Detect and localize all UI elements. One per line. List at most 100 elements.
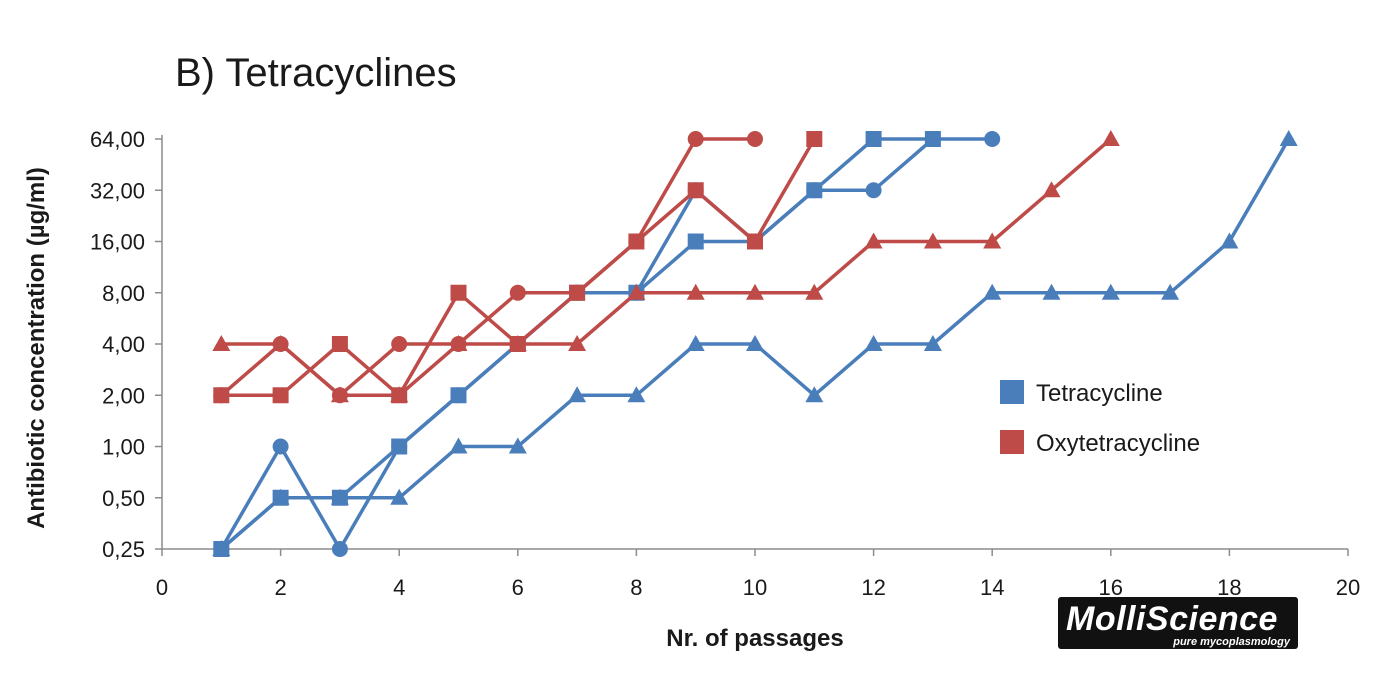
- data-point-square: [628, 233, 645, 250]
- data-point-triangle: [271, 335, 290, 351]
- data-point-square: [747, 233, 763, 250]
- data-point-square: [450, 284, 467, 301]
- data-point-triangle: [271, 488, 290, 505]
- data-point-triangle: [330, 386, 349, 403]
- legend-swatch-oxytetracycline: [1000, 430, 1024, 454]
- x-tick-label: 12: [861, 575, 885, 600]
- data-point-square: [924, 131, 941, 147]
- x-tick-label: 0: [156, 575, 168, 600]
- y-tick-label: 8,00: [102, 281, 145, 306]
- legend-label-oxytetracycline: Oxytetracycline: [1036, 430, 1200, 457]
- data-point-circle: [509, 284, 526, 301]
- data-point-square: [272, 387, 289, 404]
- x-tick-label: 8: [630, 575, 642, 600]
- data-point-triangle: [212, 335, 231, 351]
- data-point-triangle: [1161, 283, 1180, 300]
- data-point-circle: [687, 131, 704, 147]
- data-point-square: [450, 387, 467, 404]
- data-point-square: [391, 438, 408, 455]
- data-point-triangle: [390, 386, 409, 403]
- y-tick-label: 0,50: [102, 486, 145, 511]
- data-point-triangle: [508, 335, 527, 351]
- data-point-triangle: [568, 386, 587, 403]
- x-tick-label: 10: [743, 575, 767, 600]
- data-point-triangle: [1042, 181, 1061, 198]
- data-point-triangle: [449, 335, 468, 351]
- data-point-square: [865, 131, 882, 147]
- chart-title: B) Tetracyclines: [175, 51, 457, 95]
- series-square-4: [213, 131, 823, 404]
- data-point-circle: [984, 131, 1001, 147]
- data-point-triangle: [983, 283, 1002, 300]
- y-tick-label: 16,00: [90, 230, 145, 255]
- x-tick-label: 20: [1336, 575, 1360, 600]
- data-point-triangle: [627, 386, 646, 403]
- data-point-circle: [331, 541, 348, 557]
- data-point-square: [213, 387, 230, 404]
- x-tick-label: 2: [274, 575, 286, 600]
- legend: Tetracycline Oxytetracycline: [1000, 380, 1200, 457]
- series-triangle-5: [212, 130, 1120, 403]
- data-point-triangle: [1042, 283, 1061, 300]
- data-point-triangle: [923, 232, 942, 249]
- legend-label-tetracycline: Tetracycline: [1036, 380, 1163, 407]
- data-point-triangle: [627, 283, 646, 300]
- data-point-triangle: [805, 283, 824, 300]
- data-point-triangle: [390, 488, 409, 505]
- y-tick-label: 32,00: [90, 178, 145, 203]
- logo-text: MolliScience: [1066, 600, 1278, 638]
- y-tick-label: 1,00: [102, 435, 145, 460]
- x-tick-label: 14: [980, 575, 1004, 600]
- data-point-triangle: [923, 335, 942, 351]
- x-tick-label: 18: [1217, 575, 1241, 600]
- data-point-triangle: [746, 335, 764, 351]
- mollisience-logo: MolliScience pure mycoplasmology: [1058, 597, 1298, 649]
- y-tick-label: 2,00: [102, 383, 145, 408]
- data-point-triangle: [1101, 283, 1120, 300]
- data-point-triangle: [686, 283, 705, 300]
- data-point-triangle: [212, 540, 231, 556]
- series-line: [221, 138, 816, 398]
- data-point-triangle: [805, 386, 824, 403]
- y-tick-label: 4,00: [102, 332, 145, 357]
- axes: 0,25 0,50 1,00 2,00 4,00 8,00 16,00 32,00 64,00 0…: [90, 127, 1360, 600]
- series-line: [221, 137, 1112, 398]
- series-group: [212, 130, 1298, 557]
- legend-swatch-tetracycline: [1000, 380, 1024, 404]
- data-point-square: [687, 182, 704, 199]
- logo-tagline: pure mycoplasmology: [1172, 636, 1291, 648]
- data-point-circle: [272, 438, 289, 455]
- data-point-triangle: [1101, 130, 1120, 146]
- data-point-triangle: [1279, 130, 1298, 146]
- x-tick-label: 16: [1099, 575, 1123, 600]
- data-point-square: [569, 284, 586, 301]
- data-point-square: [806, 182, 823, 199]
- data-point-triangle: [686, 335, 705, 351]
- y-tick-label: 0,25: [102, 537, 145, 562]
- data-point-triangle: [1220, 232, 1239, 249]
- data-point-triangle: [864, 232, 883, 249]
- data-point-circle: [391, 336, 408, 352]
- data-point-square: [806, 131, 823, 147]
- x-tick-label: 6: [512, 575, 524, 600]
- data-point-triangle: [568, 335, 587, 351]
- data-point-circle: [747, 131, 763, 147]
- data-point-square: [331, 336, 348, 352]
- data-point-triangle: [983, 232, 1002, 249]
- logo-background: [1058, 597, 1298, 649]
- data-point-circle: [865, 182, 882, 199]
- data-point-triangle: [330, 488, 349, 505]
- series-triangle-2: [212, 130, 1298, 556]
- data-point-square: [687, 233, 704, 250]
- y-tick-label: 64,00: [90, 127, 145, 152]
- y-axis-title: Antibiotic concentration (µg/ml): [23, 167, 50, 529]
- x-axis-title: Nr. of passages: [666, 625, 843, 652]
- data-point-triangle: [449, 437, 468, 454]
- data-point-triangle: [864, 335, 883, 351]
- series-line: [220, 137, 755, 398]
- data-point-triangle: [746, 283, 764, 300]
- series-circle-3: [213, 131, 763, 404]
- x-tick-label: 4: [393, 575, 405, 600]
- data-point-triangle: [508, 437, 527, 454]
